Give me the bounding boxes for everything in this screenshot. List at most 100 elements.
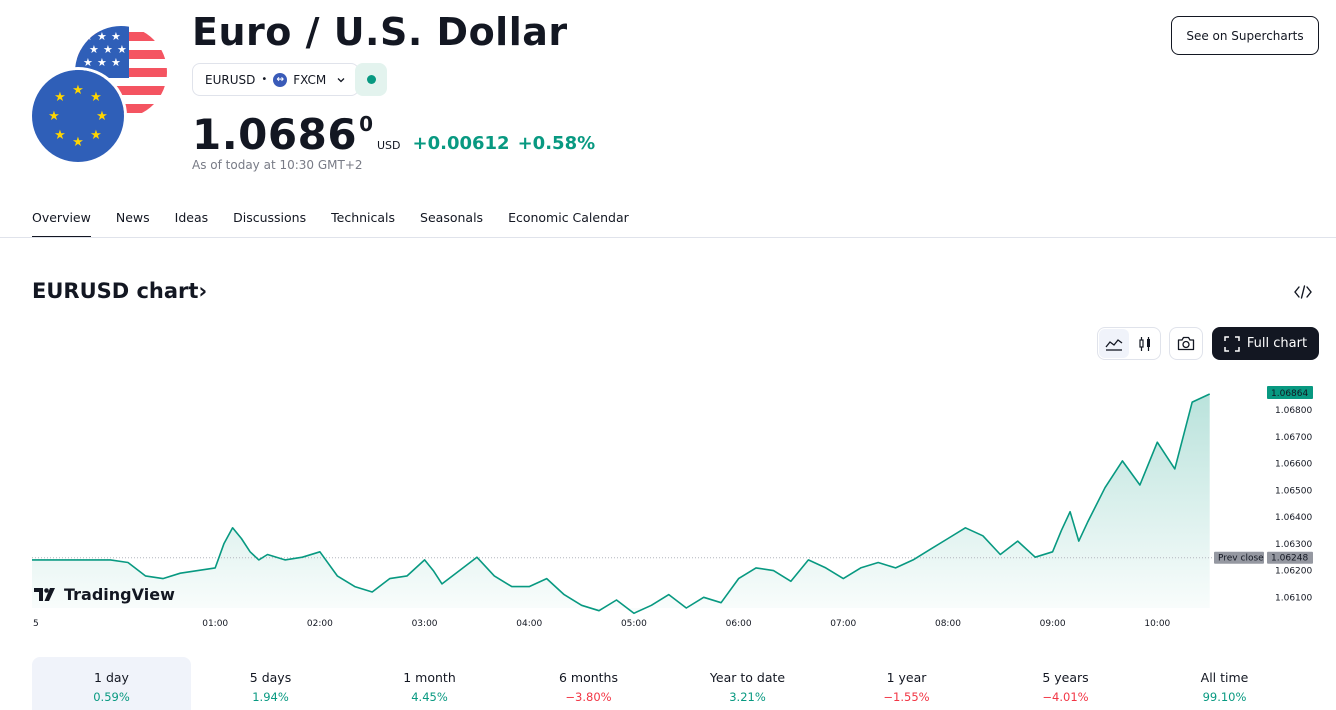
x-axis-tick-label: 09:00 xyxy=(1040,619,1066,629)
svg-text:★: ★ xyxy=(89,43,99,56)
svg-text:★: ★ xyxy=(90,128,102,143)
exchange-logo-icon: ↔ xyxy=(273,72,288,87)
svg-text:★: ★ xyxy=(54,128,66,143)
area-chart-style-button[interactable] xyxy=(1099,329,1129,358)
period-5-years[interactable]: 5 years −4.01% xyxy=(986,657,1145,710)
x-axis-tick-label: 08:00 xyxy=(935,619,961,629)
tab-technicals[interactable]: Technicals xyxy=(331,210,396,225)
tab-seasonals[interactable]: Seasonals xyxy=(420,210,484,225)
period-1-year[interactable]: 1 year −1.55% xyxy=(827,657,986,710)
see-on-supercharts-button[interactable]: See on Supercharts xyxy=(1171,16,1319,55)
period-change: −3.80% xyxy=(565,690,612,704)
period-all-time[interactable]: All time 99.10% xyxy=(1145,657,1304,710)
period-label: 6 months xyxy=(558,670,618,685)
separator-dot: • xyxy=(261,74,268,85)
page-title: Euro / U.S. Dollar xyxy=(192,10,568,54)
svg-text:★: ★ xyxy=(48,109,60,124)
x-axis-tick-label: 10:00 xyxy=(1144,619,1170,629)
full-chart-label: Full chart xyxy=(1246,336,1308,351)
candles-chart-style-button[interactable] xyxy=(1130,329,1160,358)
symbol-selector[interactable]: EURUSD • ↔ FXCM xyxy=(192,63,360,96)
chart-style-toggle xyxy=(1097,327,1161,360)
x-axis-tick-label: 05:00 xyxy=(621,619,647,629)
svg-text:★: ★ xyxy=(54,90,66,105)
tab-discussions[interactable]: Discussions xyxy=(233,210,307,225)
y-axis-tick-label: 1.06400 xyxy=(1275,513,1312,523)
period-year-to-date[interactable]: Year to date 3.21% xyxy=(668,657,827,710)
period-label: 5 days xyxy=(249,670,292,685)
tab-overview[interactable]: Overview xyxy=(32,200,91,238)
symbol-label: EURUSD xyxy=(205,72,256,87)
y-axis-tick-label: 1.06500 xyxy=(1275,486,1312,496)
current-price-tag xyxy=(1267,385,1313,399)
period-label: 5 years xyxy=(1042,670,1089,685)
period-change: 3.21% xyxy=(729,690,766,704)
svg-text:★: ★ xyxy=(72,135,84,150)
price-change-percent: +0.58% xyxy=(517,133,596,154)
price-area-fill xyxy=(32,394,1210,614)
period-label: All time xyxy=(1200,670,1249,685)
x-axis-tick-label: 03:00 xyxy=(412,619,438,629)
svg-text:★: ★ xyxy=(111,30,121,43)
price-chart[interactable]: 1.06800 1.06700 1.06600 1.06500 1.06400 1.063… xyxy=(0,370,1336,640)
period-5-days[interactable]: 5 days 1.94% xyxy=(191,657,350,710)
period-1-day[interactable]: 1 day 0.59% xyxy=(32,657,191,710)
candlestick-icon xyxy=(1139,336,1150,351)
svg-text:★: ★ xyxy=(90,90,102,105)
market-status-badge[interactable] xyxy=(355,63,387,96)
embed-code-icon[interactable] xyxy=(1293,283,1313,301)
full-chart-button[interactable]: Full chart xyxy=(1212,327,1319,360)
y-axis-tick-label: 1.06800 xyxy=(1275,406,1312,416)
svg-text:★: ★ xyxy=(97,30,107,43)
x-axis-tick-label: 06:00 xyxy=(726,619,752,629)
price-change: +0.00612 xyxy=(412,133,510,154)
page-tabs: Overview News Ideas Discussions Technicals Se… xyxy=(32,200,654,238)
market-open-dot-icon xyxy=(366,75,376,84)
price-line xyxy=(32,393,1211,615)
period-label: 1 day xyxy=(94,670,129,685)
period-change: −1.55% xyxy=(883,690,930,704)
tradingview-logo[interactable]: TradingView xyxy=(34,585,175,604)
period-label: 1 year xyxy=(886,670,927,685)
area-chart-icon xyxy=(1105,338,1123,351)
period-label: 1 month xyxy=(403,670,456,685)
prev-close-value-tag xyxy=(1267,551,1313,564)
price-timestamp: As of today at 10:30 GMT+2 xyxy=(192,158,363,172)
y-axis-tick-label: 1.06700 xyxy=(1275,433,1312,443)
x-axis-tick-label: 07:00 xyxy=(830,619,856,629)
tradingview-icon xyxy=(34,587,55,601)
y-axis-tick-label: 1.06300 xyxy=(1275,540,1312,550)
tabs-divider xyxy=(0,237,1336,238)
chevron-down-icon xyxy=(337,77,345,82)
tab-news[interactable]: News xyxy=(115,210,150,225)
snapshot-button[interactable] xyxy=(1169,327,1203,360)
period-1-month[interactable]: 1 month 4.45% xyxy=(350,657,509,710)
prev-close-label: Prev close xyxy=(1218,554,1264,564)
svg-text:★: ★ xyxy=(83,30,93,43)
svg-text:★: ★ xyxy=(111,56,121,69)
x-axis-tick-label: 01:00 xyxy=(202,619,228,629)
period-6-months[interactable]: 6 months −3.80% xyxy=(509,657,668,710)
prev-close-tag xyxy=(1214,551,1264,564)
period-change: −4.01% xyxy=(1042,690,1089,704)
fullscreen-icon xyxy=(1224,335,1240,352)
y-axis-tick-label: 1.06600 xyxy=(1275,460,1312,470)
period-change: 4.45% xyxy=(411,690,448,704)
currency-pair-flags: ★ ★ ★ ★ ★ ★ ★ ★ ★ ★ ★ ★ ★ ★ ★ ★ ★ xyxy=(32,26,168,162)
tab-ideas[interactable]: Ideas xyxy=(174,210,209,225)
camera-icon xyxy=(1177,336,1195,351)
exchange-label: FXCM xyxy=(293,72,327,87)
period-change: 99.10% xyxy=(1202,690,1247,704)
price-block: 1.0686 0 USD +0.00612 +0.58% xyxy=(192,110,595,159)
period-label: Year to date xyxy=(709,670,786,685)
x-axis-tick-label: 02:00 xyxy=(307,619,333,629)
chart-title-text: EURUSD chart xyxy=(32,279,199,303)
period-change: 1.94% xyxy=(252,690,289,704)
svg-text:★: ★ xyxy=(103,43,113,56)
tab-economic-calendar[interactable]: Economic Calendar xyxy=(508,210,629,225)
chart-section-title[interactable]: EURUSD chart› xyxy=(32,279,207,303)
y-axis-tick-label: 1.06100 xyxy=(1275,593,1312,603)
period-change: 0.59% xyxy=(93,690,130,704)
svg-text:★: ★ xyxy=(117,43,127,56)
x-axis-tick-label: 5 xyxy=(33,619,39,629)
